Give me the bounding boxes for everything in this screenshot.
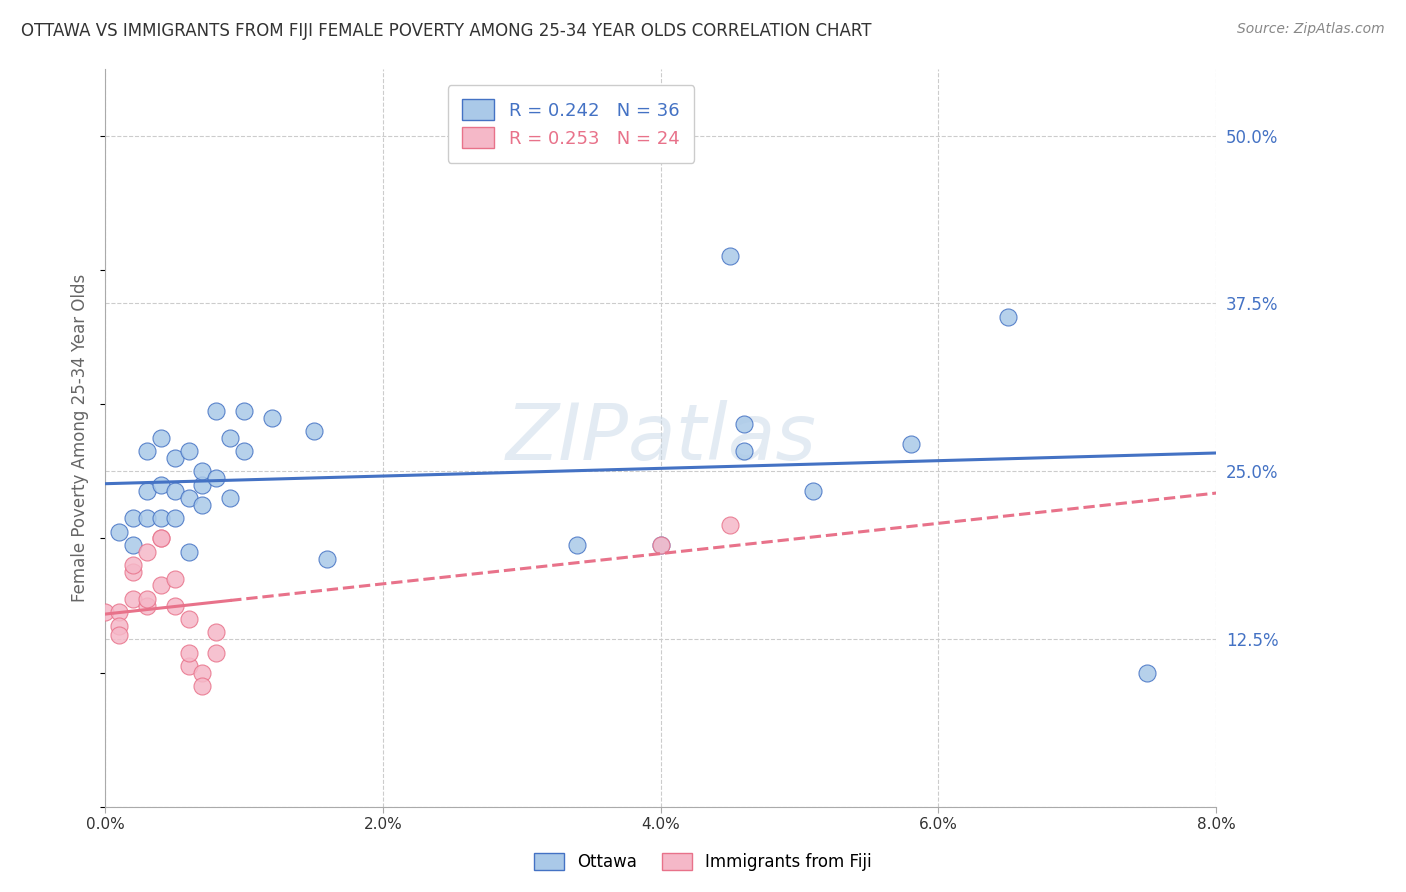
Point (1136, 665, 1159, 680)
Point (149, 532, 172, 546)
Point (191, 464, 214, 478)
Point (733, 444, 755, 458)
Point (122, 558, 145, 573)
Point (718, 518, 741, 533)
Point (108, 524, 131, 539)
Point (177, 646, 200, 660)
Point (997, 310, 1019, 324)
Point (233, 404, 256, 418)
Point (94, 605, 117, 619)
Point (177, 491, 200, 505)
Point (205, 646, 228, 660)
Point (108, 628, 131, 642)
Point (316, 551, 339, 566)
Point (260, 410, 283, 425)
Point (122, 511, 145, 525)
Point (135, 511, 157, 525)
Point (177, 545, 200, 559)
Point (302, 424, 325, 438)
Point (191, 665, 214, 680)
Point (733, 417, 755, 432)
Point (191, 679, 214, 693)
Point (135, 545, 157, 559)
Point (108, 618, 131, 632)
Point (163, 511, 186, 525)
Point (177, 659, 200, 673)
Point (149, 578, 172, 592)
Point (177, 444, 200, 458)
Point (135, 591, 157, 606)
Point (149, 532, 172, 546)
Point (163, 572, 186, 586)
Point (650, 538, 672, 552)
Point (177, 612, 200, 626)
Point (803, 484, 825, 499)
Point (219, 491, 242, 505)
Point (233, 444, 256, 458)
Point (219, 431, 242, 445)
Text: ZIPatlas: ZIPatlas (505, 400, 815, 475)
Point (163, 450, 186, 465)
Point (650, 538, 672, 552)
Point (718, 250, 741, 264)
Point (135, 444, 157, 458)
Point (191, 498, 214, 512)
Point (122, 538, 145, 552)
Point (122, 591, 145, 606)
Point (205, 404, 228, 418)
Point (135, 599, 157, 613)
Point (149, 431, 172, 445)
Legend: R = 0.242   N = 36, R = 0.253   N = 24: R = 0.242 N = 36, R = 0.253 N = 24 (447, 85, 695, 162)
Point (205, 471, 228, 485)
Point (149, 511, 172, 525)
Point (567, 538, 589, 552)
Legend: Ottawa, Immigrants from Fiji: Ottawa, Immigrants from Fiji (526, 845, 880, 880)
Point (191, 477, 214, 491)
Point (163, 484, 186, 499)
Text: Source: ZipAtlas.com: Source: ZipAtlas.com (1237, 22, 1385, 37)
Point (122, 565, 145, 579)
Point (900, 437, 922, 451)
Y-axis label: Female Poverty Among 25-34 Year Olds: Female Poverty Among 25-34 Year Olds (72, 274, 89, 602)
Point (163, 599, 186, 613)
Point (108, 605, 131, 619)
Point (149, 477, 172, 491)
Point (135, 484, 157, 499)
Point (205, 625, 228, 640)
Text: OTTAWA VS IMMIGRANTS FROM FIJI FEMALE POVERTY AMONG 25-34 YEAR OLDS CORRELATION : OTTAWA VS IMMIGRANTS FROM FIJI FEMALE PO… (21, 22, 872, 40)
